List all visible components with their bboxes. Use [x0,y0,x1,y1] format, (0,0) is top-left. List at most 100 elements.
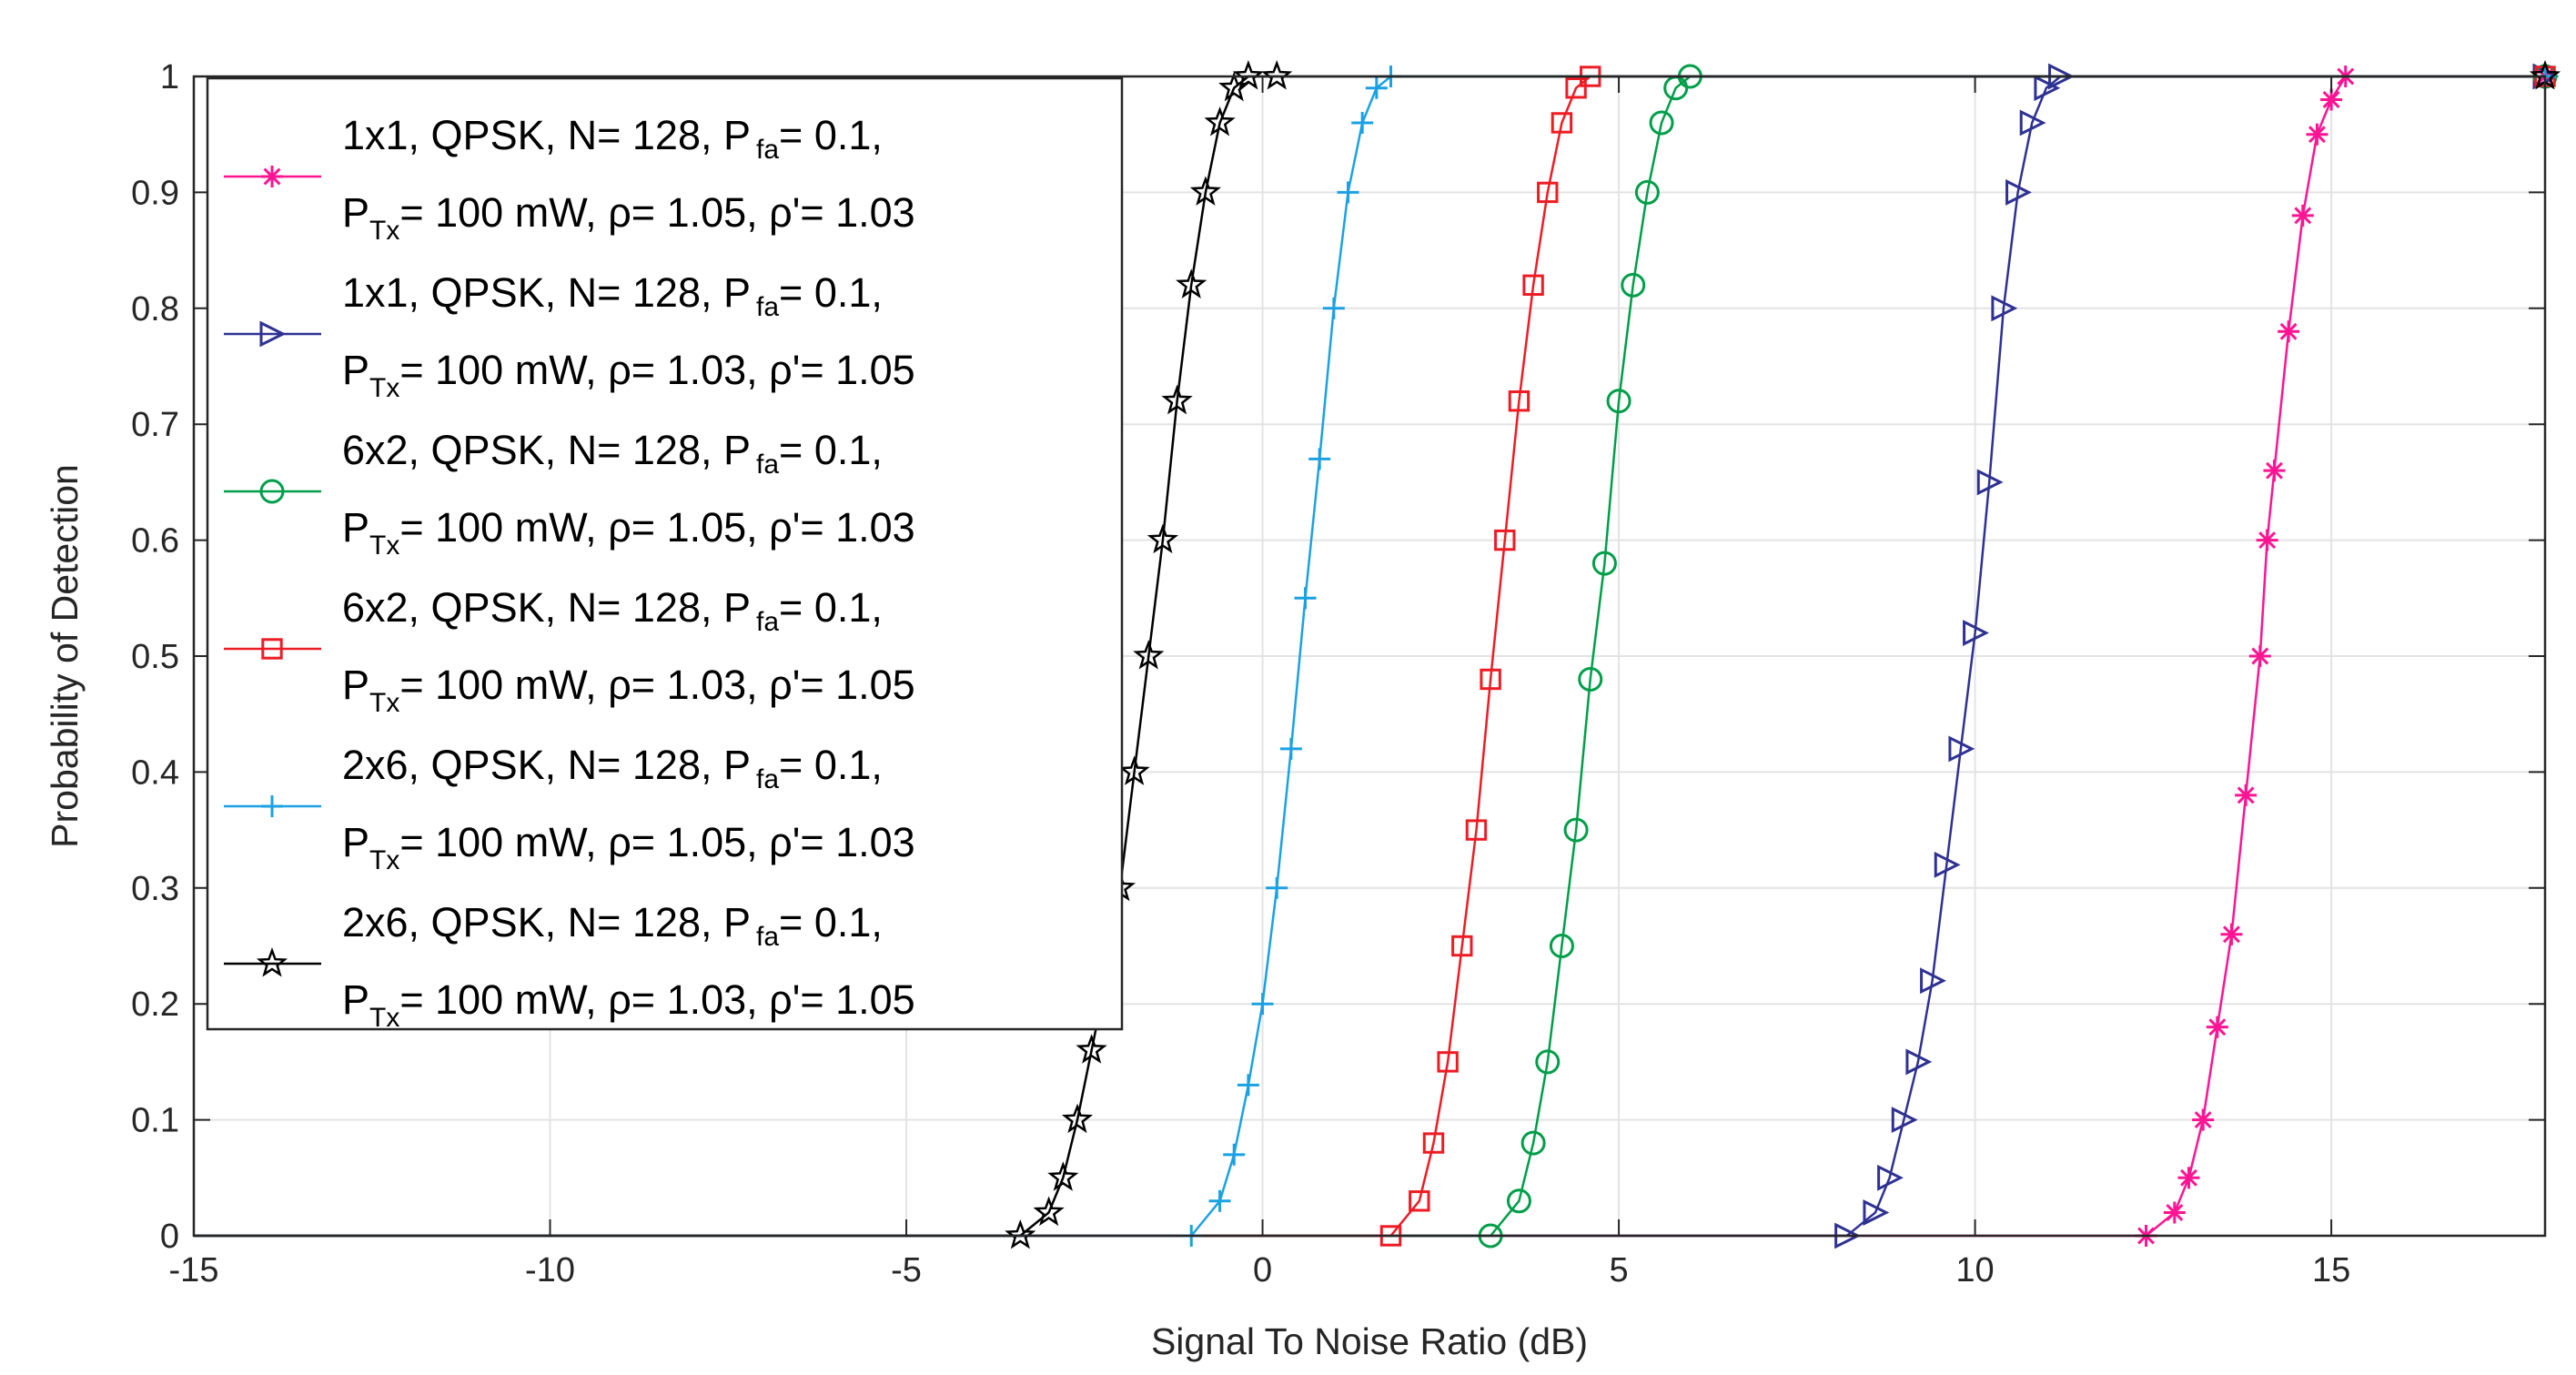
data-point [1565,77,1587,99]
series-layer [194,59,2561,1249]
data-point [1266,876,1288,899]
data-point [1877,1164,1904,1191]
legend-marker [261,166,283,187]
legend-label-line2: PTx= 100 mW, ρ= 1.03, ρ'= 1.05 [342,347,915,403]
data-point [1365,76,1388,99]
legend-marker [259,320,287,348]
x-tick-label: 15 [2312,1251,2350,1289]
data-point [1223,1143,1246,1166]
data-point [1451,935,1473,957]
data-point [2005,178,2032,206]
data-point [1649,110,1674,136]
data-point [1563,817,1589,843]
series-2 [194,63,2560,1249]
data-point [1176,268,1207,298]
data-point [1033,1196,1065,1227]
legend-box [206,76,1124,1031]
legend-label-line2: PTx= 100 mW, ρ= 1.03, ρ'= 1.05 [342,976,915,1033]
y-tick-label: 0.1 [131,1102,179,1140]
axis-ticks: -15 -10 -5 0 5 10 15 0 0.1 0.2 0.3 0.4 0.5 0.6 0.7 0.8 0… [131,58,2545,1289]
data-point [1232,59,1264,90]
data-point [1591,551,1617,576]
data-point [2278,320,2300,343]
data-point [1494,529,1516,551]
y-tick-label: 1 [160,58,179,96]
data-point [1189,176,1221,206]
data-point [1578,666,1603,692]
data-point [1204,106,1236,136]
data-point [1535,1049,1561,1075]
data-point [1237,1074,1259,1097]
series-line [194,75,2545,1238]
data-point [2306,123,2329,146]
x-tick-label: 10 [1955,1251,1994,1289]
y-tick-label: 0.9 [131,174,179,212]
data-point [1351,111,1374,134]
x-tick-label: 5 [1609,1251,1628,1289]
data-point [1208,1189,1231,1212]
data-point [1118,755,1150,785]
data-point [1551,112,1573,134]
data-point [2192,1108,2215,1131]
data-point [1920,967,1946,995]
data-point [1991,295,2018,322]
data-point [2235,784,2258,806]
data-point [1863,1199,1890,1226]
data-point [1437,1051,1459,1073]
data-point [1076,1034,1107,1064]
y-tick-label: 0.7 [131,406,179,444]
data-point [1251,993,1274,1016]
series-line [194,75,2545,1238]
data-point [1409,1190,1430,1212]
data-point [2206,1016,2228,1038]
data-point [2291,204,2314,227]
y-axis-label: Probability of Detection [44,464,86,848]
x-tick-label: -10 [525,1251,575,1289]
data-point [1005,1218,1036,1249]
legend-label-line2: PTx= 100 mW, ρ= 1.05, ρ'= 1.03 [342,819,915,875]
data-point [1934,851,1961,878]
data-point [1634,179,1660,205]
x-tick-label: -5 [891,1251,922,1289]
data-point [1465,819,1488,841]
y-tick-label: 0.3 [131,870,179,908]
data-point [1948,735,1975,763]
x-tick-label: -15 [169,1251,219,1289]
data-point [2034,75,2061,102]
data-point [1294,587,1317,610]
data-point [1606,389,1631,414]
data-point [1508,390,1530,412]
data-point [2163,1201,2186,1224]
legend-marker [256,946,288,977]
data-point [1537,181,1559,204]
series-line [194,75,2545,1238]
data-point [1308,448,1331,470]
legend-label-line2: PTx= 100 mW, ρ= 1.05, ρ'= 1.03 [342,189,915,246]
data-point [1976,469,2004,496]
series-line [194,75,2545,1238]
data-point [1147,523,1178,554]
data-point [1061,1103,1094,1134]
y-tick-label: 0 [160,1218,179,1256]
y-tick-label: 0.2 [131,986,179,1024]
data-point [1522,274,1544,297]
legend-marker [261,795,283,817]
y-tick-label: 0.5 [131,638,179,676]
data-point [1905,1048,1933,1076]
data-point [1161,384,1193,415]
y-tick-label: 0.8 [131,290,179,329]
data-point [2263,460,2286,482]
data-point [1963,620,1989,646]
data-point [1322,297,1345,319]
